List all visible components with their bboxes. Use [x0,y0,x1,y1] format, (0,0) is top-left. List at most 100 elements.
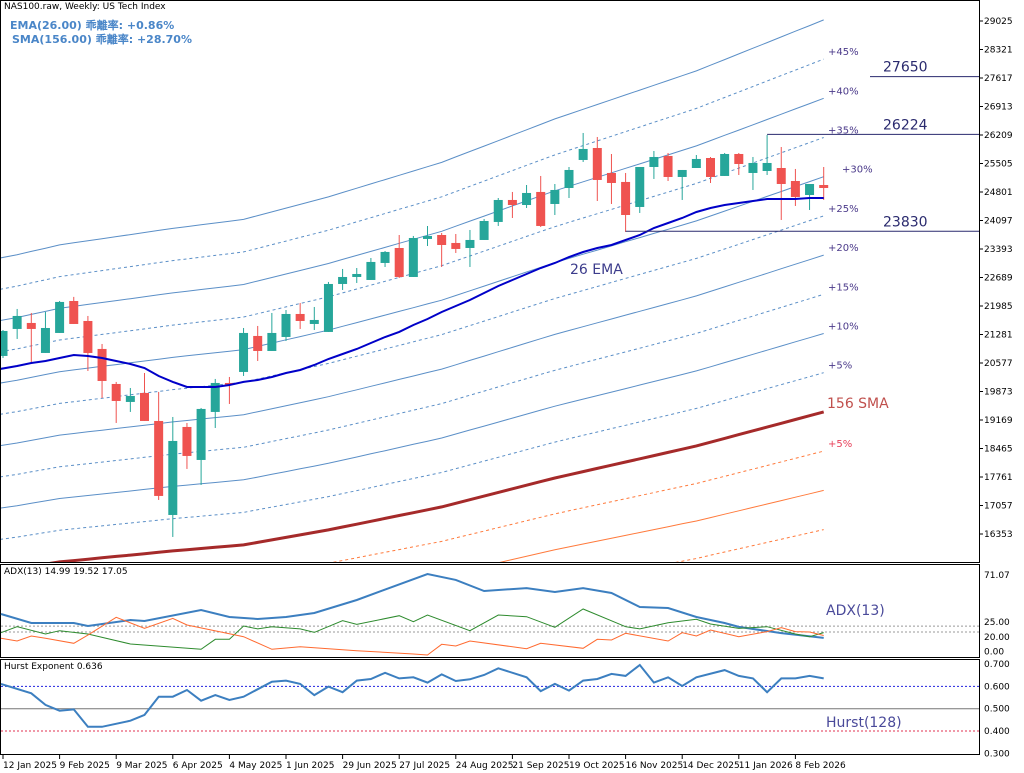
candle-body [309,319,319,324]
envelope-band-plus45 [1,58,824,290]
band-label: +5% [828,361,852,372]
candle-body [140,392,149,421]
hurst-series [0,663,824,728]
hurst-axis-label: 0.500 [984,705,1010,715]
price-tick-label: 19169 [984,416,1013,426]
level-label: 26224 [883,117,928,133]
date-tick-label: 8 Feb 2026 [795,761,846,771]
candle-body [182,426,192,456]
price-tick-label: 26913 [984,103,1013,113]
envelope-band-plus40 [1,97,824,321]
level-label: 23830 [883,214,928,230]
candle-body [83,320,93,353]
candle-body [224,382,234,385]
band-label: +15% [828,282,859,293]
candle-body [776,167,786,184]
adx-series-plusDI [0,608,824,650]
candle-body [465,239,475,248]
ema-annotation: 26 EMA [570,262,623,278]
candle-body [706,157,715,177]
candle-body [734,153,744,164]
adx-legend: ADX(13) 14.99 19.52 17.05 [4,567,128,577]
price-tick-label: 21281 [984,331,1013,341]
candle-body [507,199,517,205]
level-label: 27650 [883,60,928,76]
price-tick-label: 17057 [984,502,1013,512]
candle-body [649,156,659,167]
candle-body [26,322,36,329]
candle-body [352,273,362,277]
envelope-band-minus10 [499,489,824,562]
main-pane-frame [0,0,980,563]
date-tick-label: 9 Feb 2025 [60,761,110,771]
date-tick-label: 19 Oct 2025 [569,761,625,771]
hurst-axis-label: 0.700 [984,660,1010,670]
hurst-axis-label: 0.300 [984,749,1010,759]
price-tick-label: 20577 [984,359,1013,369]
candle-body [111,383,121,401]
sma-annotation: 156 SMA [827,396,889,412]
date-tick-label: 11 Jan 2026 [739,761,793,771]
ma-deviation-readout: EMA(26.00) 乖離率: +0.86% SMA(156.00) 乖離率: … [10,19,192,47]
candle-body [762,162,772,171]
adx-axis-label: 20.00 [984,633,1010,643]
chart-title: NAS100.raw, Weekly: US Tech Index [4,2,166,12]
candle-body [493,199,503,222]
envelope-band-plus5 [1,372,824,540]
date-tick-label: 21 Sep 2025 [512,761,569,771]
date-tick-label: 16 Nov 2025 [626,761,684,771]
band-label: +45% [828,47,859,58]
ema26-line [1,197,824,388]
candle-body [691,158,701,168]
candle-body [592,147,602,180]
band-label: +35% [828,126,859,137]
date-tick-label: 6 Apr 2025 [173,761,223,771]
envelope-band-plus20 [1,254,824,446]
price-tick-label: 18465 [984,445,1013,455]
hurst-axis-label: 0.400 [984,727,1010,737]
candle-body [437,234,447,245]
candle-body [550,189,560,204]
band-label: +25% [828,204,859,215]
candle-body [97,348,107,381]
candle-body [338,276,348,284]
date-tick-label: 24 Aug 2025 [456,761,514,771]
candle-body [720,153,730,176]
candle-body [479,220,489,240]
candle-body [635,166,645,207]
adx-series-ADX [0,572,824,639]
date-tick-label: 29 Jun 2025 [343,761,397,771]
candle-body [748,162,758,173]
price-tick-label: 16353 [984,530,1013,540]
adx-annotation: ADX(13) [826,603,885,619]
envelope-band-plus30 [1,176,824,384]
band-label: +40% [828,86,859,97]
candle-body [323,283,333,332]
price-tick-label: 23393 [984,245,1013,255]
candle-body [253,335,263,351]
envelope-band-minus15 [675,529,824,562]
date-tick-label: 14 Dec 2025 [682,761,740,771]
band-label: +20% [828,243,859,254]
date-tick-label: 9 Mar 2025 [116,761,167,771]
candle-body [536,191,546,226]
candle-body [125,395,135,402]
price-tick-label: 24097 [984,217,1013,227]
sma-deviation-text: SMA(156.00) 乖離率: +28.70% [12,33,192,46]
adx-series-minusDI [0,616,824,656]
band-label: +5% [828,439,852,450]
candle-body [522,192,532,205]
candle-body [281,313,291,337]
date-tick-label: 1 Jun 2025 [286,761,334,771]
price-tick-label: 27617 [984,74,1013,84]
candle-body [154,420,164,496]
envelope-band-plus50 [1,19,824,259]
hurst-pane-frame [0,659,980,755]
candle-body [408,237,418,277]
price-tick-label: 24801 [984,188,1013,198]
envelope-band-plus15 [1,293,824,478]
candle-body [578,148,588,160]
candle-body [69,300,79,324]
band-label: +30% [842,165,873,176]
adx-axis-label: 71.07 [984,571,1010,581]
